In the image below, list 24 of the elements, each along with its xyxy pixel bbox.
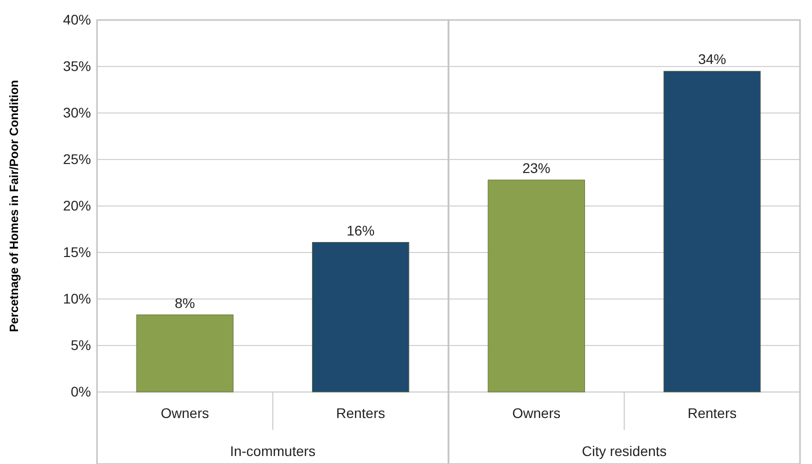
y-tick-label: 20% bbox=[62, 197, 91, 214]
y-tick-label: 40% bbox=[62, 11, 91, 28]
y-tick-label: 15% bbox=[62, 244, 91, 260]
text: In-commuters bbox=[230, 443, 316, 459]
y-tick-label: 25% bbox=[62, 150, 91, 167]
y-tick-label: 0% bbox=[70, 383, 91, 400]
y-tick-label: 10% bbox=[62, 290, 91, 306]
y-tick-label: 30% bbox=[62, 104, 91, 120]
y-tick-label: 5% bbox=[70, 336, 91, 353]
x-tick-label: Renters bbox=[336, 405, 386, 421]
x-tick-label: Renters bbox=[688, 405, 737, 421]
data-label: 23% bbox=[522, 160, 550, 176]
bar bbox=[488, 180, 585, 392]
bar bbox=[136, 314, 234, 392]
data-label: 34% bbox=[698, 51, 726, 68]
x-tick-label: Owners bbox=[512, 405, 560, 421]
data-label: 8% bbox=[174, 294, 195, 311]
x-tick-label: Owners bbox=[160, 405, 209, 421]
data-label: 16% bbox=[346, 222, 375, 238]
bar bbox=[312, 242, 410, 392]
bar bbox=[664, 70, 761, 392]
y-tick-label: 35% bbox=[62, 58, 91, 74]
y-axis-title: Percetnage of Homes in Fair/Poor Condition bbox=[7, 80, 22, 332]
text: City residents bbox=[582, 443, 667, 459]
